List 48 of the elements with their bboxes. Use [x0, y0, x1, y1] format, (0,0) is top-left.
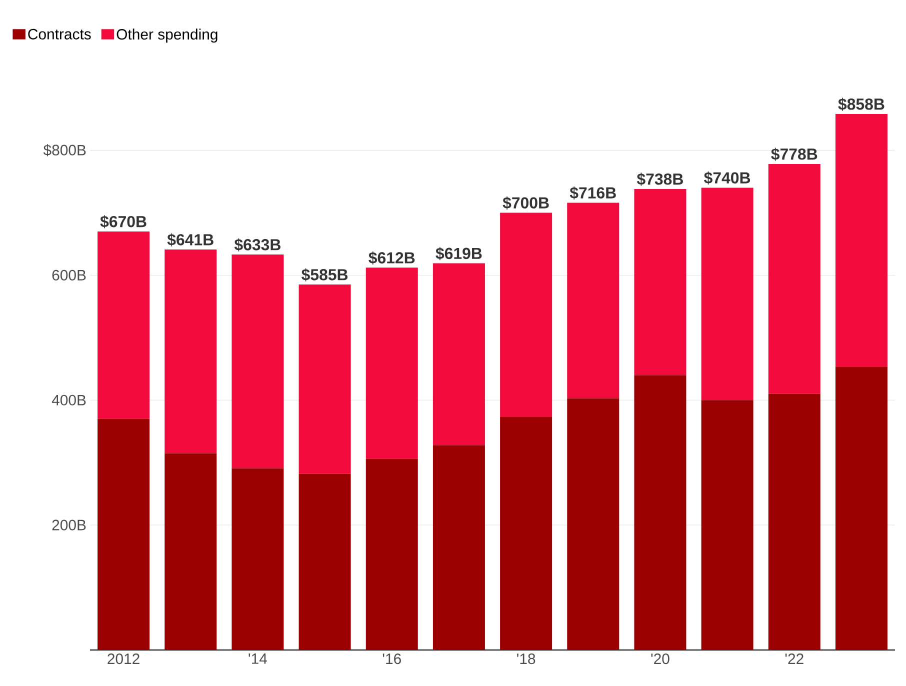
total-label: $740B [704, 172, 750, 185]
total-label: $670B [100, 215, 146, 228]
x-tick-label: '18 [517, 654, 536, 664]
x-tick-label: '22 [785, 654, 804, 664]
total-label: $619B [436, 247, 482, 260]
total-label: $858B [838, 98, 884, 111]
bar [701, 400, 754, 650]
y-tick-label: 600B [52, 270, 86, 280]
x-tick-label: '14 [248, 654, 268, 664]
total-label: $778B [771, 148, 818, 161]
y-tick-label: $800B [43, 144, 86, 156]
total-label: $716B [570, 186, 616, 200]
bar [432, 445, 485, 650]
bar [500, 416, 552, 650]
total-label: $633B [234, 238, 280, 252]
bar [232, 254, 284, 468]
bar [768, 164, 820, 394]
bar [835, 114, 888, 368]
bar [98, 418, 150, 650]
total-label: $641B [167, 233, 214, 246]
total-label: $612B [368, 251, 415, 264]
x-tick-label: '20 [651, 654, 670, 664]
bar [164, 453, 217, 650]
bar [366, 458, 418, 650]
bar [567, 398, 620, 650]
bar [835, 367, 888, 650]
bar [634, 188, 686, 376]
x-tick-label: '16 [382, 654, 401, 664]
bar [98, 231, 150, 419]
bar [768, 394, 820, 650]
legend-label: Contracts [28, 28, 91, 40]
y-tick-label: 400B [52, 394, 86, 406]
bar [366, 268, 418, 459]
y-tick-label: 200B [52, 520, 86, 530]
bar [634, 375, 686, 650]
bar [298, 474, 351, 650]
total-label: $585B [302, 268, 348, 282]
bar [567, 202, 620, 398]
bar [232, 468, 284, 650]
total-label: $738B [636, 172, 683, 186]
bar [432, 263, 485, 446]
total-label: $700B [502, 196, 549, 210]
bar [164, 250, 217, 454]
bar [500, 212, 552, 417]
x-tick-label: 2012 [108, 654, 140, 664]
legend-label: Other spending [116, 28, 218, 43]
bar [701, 188, 754, 400]
bar [298, 284, 351, 474]
